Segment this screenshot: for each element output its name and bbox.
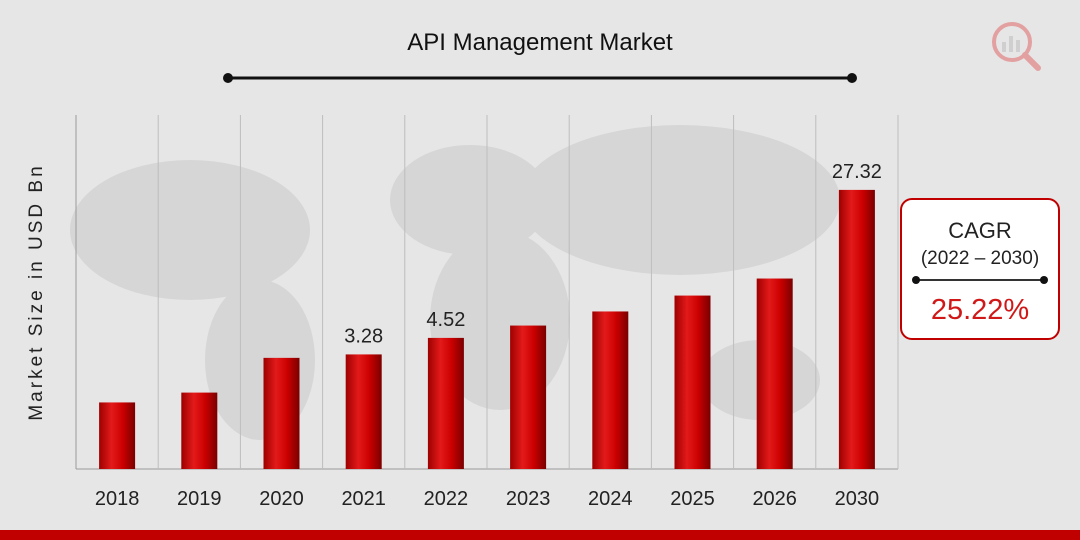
bars xyxy=(99,189,875,470)
data-label: 27.32 xyxy=(832,161,882,183)
data-labels: 3.28 4.52 27.32 xyxy=(344,161,882,348)
data-label: 4.52 xyxy=(426,309,465,331)
title-underline-dot-left xyxy=(223,73,233,83)
bar-2018 xyxy=(99,402,136,469)
cagr-period: (2022 – 2030) xyxy=(920,248,1040,269)
bottom-accent-strip xyxy=(0,530,1080,540)
cagr-divider xyxy=(912,276,1048,284)
market-research-logo-icon xyxy=(988,18,1044,74)
data-label: 3.28 xyxy=(344,325,383,347)
bar-2026 xyxy=(756,278,793,469)
bar-2021 xyxy=(345,354,382,469)
x-tick-labels: 2018 2019 2020 2021 2022 2023 2024 2025 2026 2030 xyxy=(95,488,879,510)
x-tick-label: 2020 xyxy=(259,488,304,510)
grid-lines xyxy=(157,115,899,469)
bar-2030 xyxy=(838,189,875,470)
bar-2020 xyxy=(263,357,300,469)
cagr-label: CAGR xyxy=(948,218,1012,243)
bar-2019 xyxy=(181,392,218,469)
x-tick-label: 2026 xyxy=(752,488,797,510)
cagr-value: 25.22% xyxy=(930,294,1030,326)
bar-2024 xyxy=(592,311,629,469)
bar-2022 xyxy=(427,337,464,469)
x-tick-label: 2023 xyxy=(506,488,551,510)
cagr-callout: CAGR (2022 – 2030) 25.22% xyxy=(900,198,1060,340)
x-tick-label: 2030 xyxy=(835,488,880,510)
x-tick-label: 2019 xyxy=(177,488,222,510)
x-tick-label: 2025 xyxy=(670,488,715,510)
x-tick-label: 2018 xyxy=(95,488,140,510)
bar-2023 xyxy=(510,325,547,469)
x-tick-label: 2022 xyxy=(424,488,469,510)
chart-title: API Management Market xyxy=(407,29,673,56)
x-tick-label: 2021 xyxy=(341,488,386,510)
x-tick-label: 2024 xyxy=(588,488,633,510)
y-axis-label: Market Size in USD Bn xyxy=(26,163,47,420)
title-underline-dot-right xyxy=(847,73,857,83)
bar-2025 xyxy=(674,295,711,469)
